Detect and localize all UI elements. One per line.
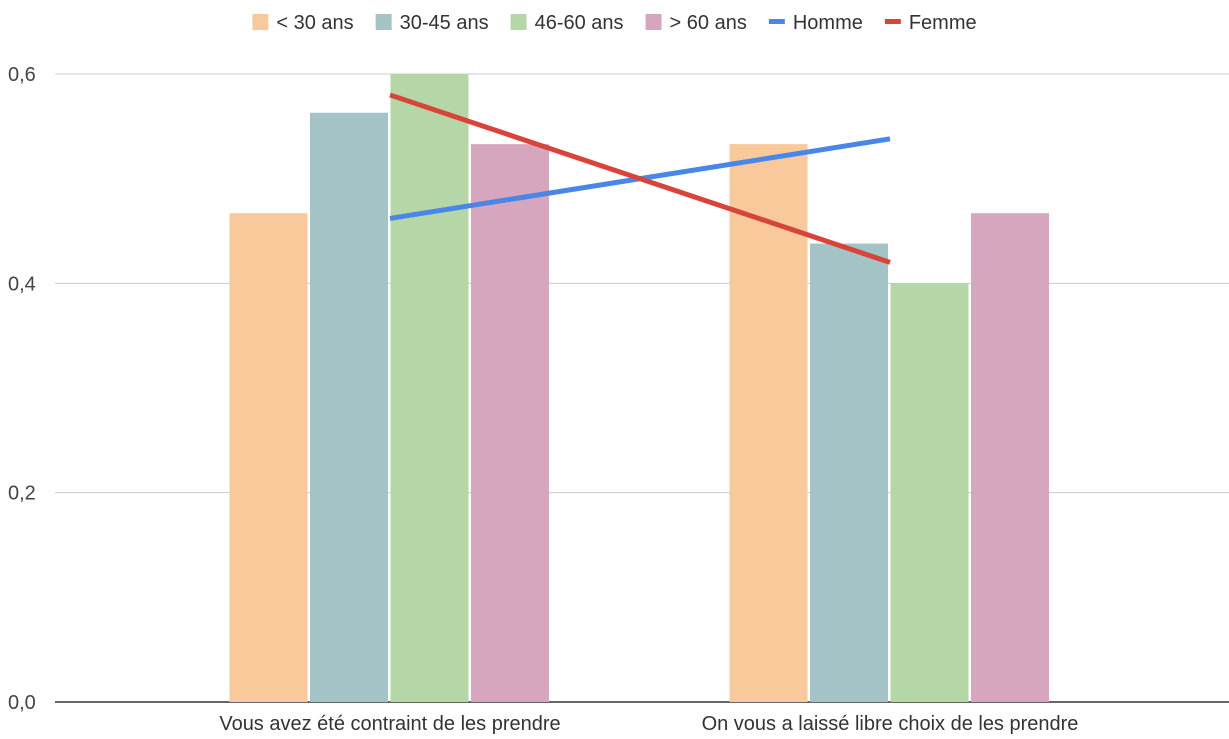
y-tick-label: 0,0 — [8, 692, 36, 714]
y-tick-label: 0,6 — [8, 64, 36, 86]
x-category-label: Vous avez été contraint de les prendre — [219, 713, 560, 735]
legend-label: Homme — [793, 12, 863, 34]
legend-swatch — [768, 19, 785, 24]
legend-swatch — [510, 14, 527, 30]
legend-label: 30-45 ans — [400, 12, 489, 34]
bar — [471, 144, 549, 703]
y-tick-label: 0,4 — [8, 273, 36, 295]
legend-label: < 30 ans — [276, 12, 353, 34]
legend-label: 46-60 ans — [535, 12, 624, 34]
bar — [890, 283, 969, 702]
legend-label: > 60 ans — [670, 12, 747, 34]
bar — [229, 213, 308, 702]
legend-swatch — [375, 14, 392, 30]
bar — [971, 213, 1049, 702]
y-tick-label: 0,2 — [8, 483, 36, 505]
bar — [729, 144, 808, 703]
legend-swatch — [645, 14, 662, 30]
legend-label: Femme — [909, 12, 977, 34]
x-category-label: On vous a laissé libre choix de les pren… — [702, 713, 1079, 735]
bar — [310, 112, 388, 702]
series-line — [389, 92, 891, 265]
legend-swatch — [884, 19, 901, 24]
bar — [390, 74, 469, 702]
bar — [810, 243, 888, 702]
legend-swatch — [252, 14, 269, 30]
